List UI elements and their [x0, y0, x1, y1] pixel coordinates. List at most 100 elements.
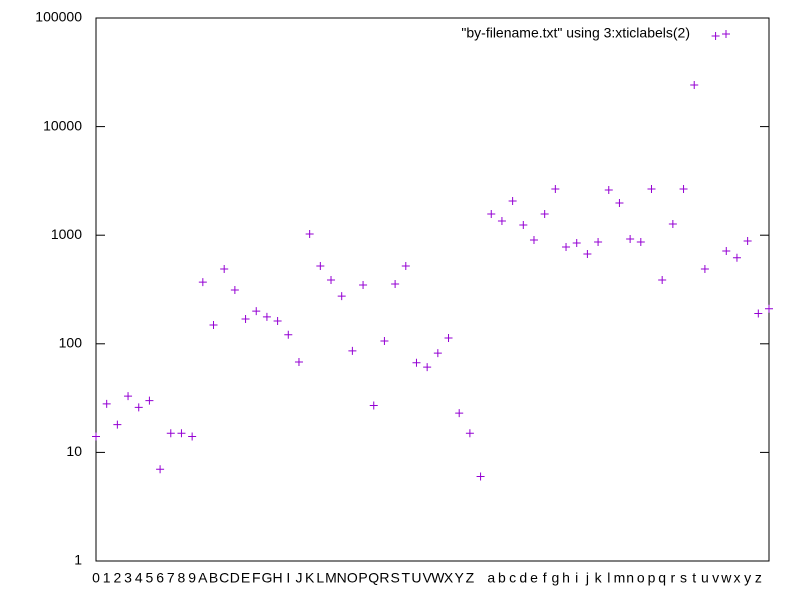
point: [294, 357, 303, 366]
point: [519, 220, 528, 229]
x-tick-label: f: [543, 570, 547, 586]
y-tick-label: 100: [59, 335, 83, 351]
point: [647, 185, 656, 194]
y-tick-label: 1: [74, 552, 82, 568]
x-tick-label: l: [607, 570, 610, 586]
x-tick-label: j: [585, 570, 589, 586]
x-tick-label: u: [701, 570, 709, 586]
point: [220, 264, 229, 273]
x-tick-label: 5: [146, 570, 154, 586]
x-tick-label: S: [390, 570, 399, 586]
point: [316, 262, 325, 271]
legend-marker: [722, 30, 730, 38]
point: [230, 285, 239, 294]
x-tick-label: g: [551, 570, 559, 586]
point: [145, 396, 154, 405]
x-tick-label: 1: [103, 570, 111, 586]
point: [252, 307, 261, 316]
point: [113, 420, 122, 429]
y-tick-label: 1000: [51, 226, 82, 242]
x-tick-label: E: [241, 570, 250, 586]
point: [209, 320, 218, 329]
point: [423, 363, 432, 372]
x-tick-label: I: [286, 570, 290, 586]
x-tick-label: 4: [135, 570, 143, 586]
point: [583, 250, 592, 259]
x-tick-label: G: [261, 570, 272, 586]
point: [754, 309, 763, 318]
x-tick-label: b: [498, 570, 506, 586]
point: [465, 429, 474, 438]
point: [497, 216, 506, 225]
point: [615, 199, 624, 208]
point: [529, 236, 538, 245]
x-tick-label: X: [444, 570, 454, 586]
point: [327, 275, 336, 284]
point: [156, 465, 165, 474]
x-tick-label: 3: [124, 570, 132, 586]
point: [412, 358, 421, 367]
x-tick-label: D: [230, 570, 240, 586]
plot-border: [95, 17, 770, 562]
point: [743, 236, 752, 245]
point: [700, 264, 709, 273]
x-tick-label: 7: [167, 570, 175, 586]
point: [540, 209, 549, 218]
point: [636, 238, 645, 247]
point: [348, 346, 357, 355]
x-tick-label: P: [358, 570, 367, 586]
x-tick-label: F: [252, 570, 261, 586]
y-tick-label: 10000: [43, 117, 82, 133]
point: [359, 280, 368, 289]
x-tick-label: c: [509, 570, 516, 586]
x-tick-label: Y: [455, 570, 465, 586]
x-tick-label: i: [575, 570, 578, 586]
x-tick-label: y: [744, 570, 751, 586]
point: [444, 334, 453, 343]
point: [124, 392, 133, 401]
x-tick-label: A: [198, 570, 208, 586]
x-tick-label: B: [209, 570, 218, 586]
point: [476, 472, 485, 481]
x-tick-label: s: [680, 570, 687, 586]
point: [658, 275, 667, 284]
point: [337, 292, 346, 301]
x-tick-label: x: [733, 570, 740, 586]
point: [679, 185, 688, 194]
point: [305, 230, 314, 239]
x-tick-label: a: [487, 570, 495, 586]
point: [273, 317, 282, 326]
x-tick-label: Z: [466, 570, 475, 586]
point: [166, 429, 175, 438]
point: [487, 209, 496, 218]
x-tick-label: U: [411, 570, 421, 586]
x-tick-label: r: [671, 570, 676, 586]
point: [572, 238, 581, 247]
point: [284, 330, 293, 339]
x-tick-label: T: [402, 570, 411, 586]
point: [241, 315, 250, 324]
point: [732, 253, 741, 262]
x-tick-label: d: [519, 570, 527, 586]
x-tick-label: J: [295, 570, 302, 586]
x-tick-label: O: [347, 570, 358, 586]
y-tick-label: 10: [66, 443, 82, 459]
x-tick-label: k: [595, 570, 603, 586]
point: [433, 349, 442, 358]
x-tick-label: p: [648, 570, 656, 586]
x-tick-label: e: [530, 570, 538, 586]
x-tick-label: q: [658, 570, 666, 586]
point: [134, 403, 143, 412]
point: [369, 401, 378, 410]
point: [92, 432, 100, 441]
point: [455, 409, 464, 418]
point: [380, 337, 389, 346]
x-tick-label: z: [755, 570, 762, 586]
point: [722, 246, 731, 255]
x-tick-label: m: [614, 570, 626, 586]
x-tick-label: 8: [178, 570, 186, 586]
point: [604, 185, 613, 194]
y-tick-label: 100000: [35, 9, 82, 25]
point: [626, 234, 635, 243]
point: [198, 278, 207, 287]
